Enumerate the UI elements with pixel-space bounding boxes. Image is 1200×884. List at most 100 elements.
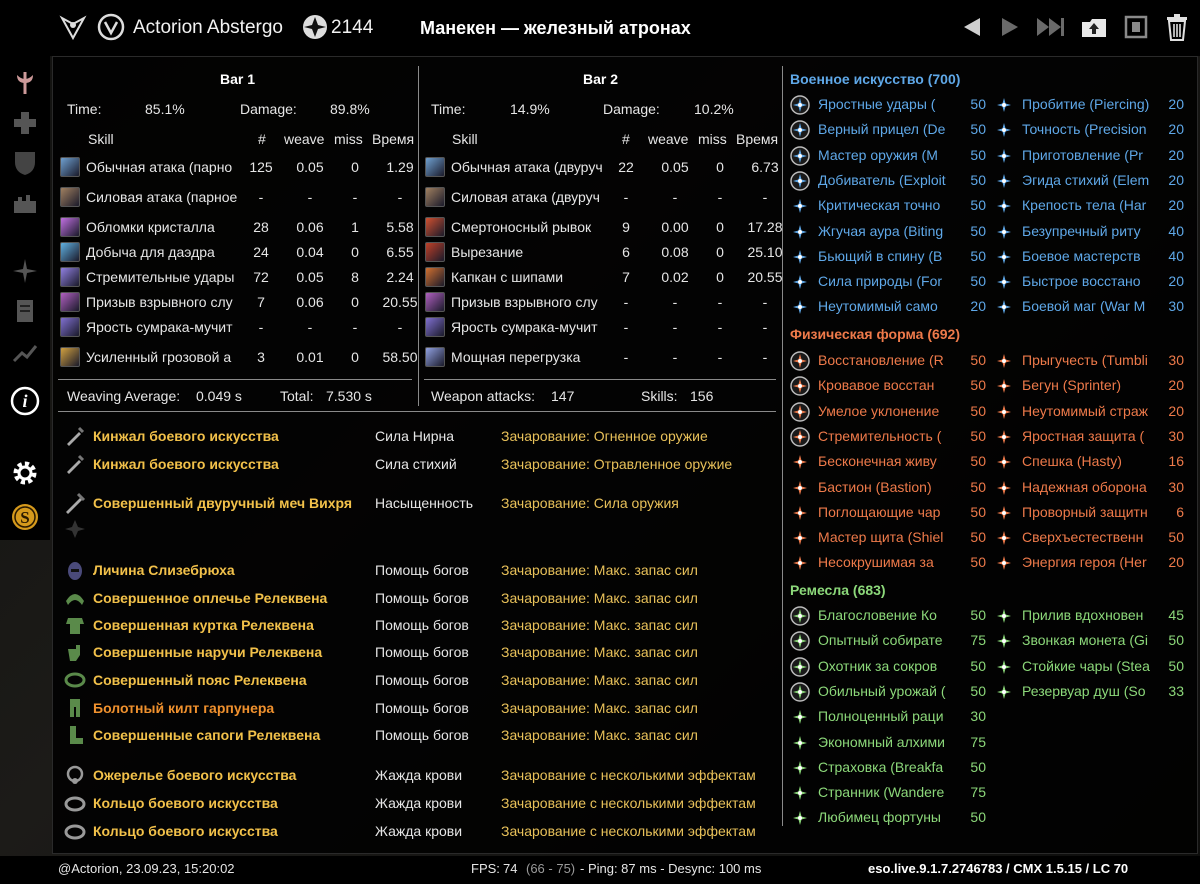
cp-star-item[interactable]: Восстановление (R 50 [790, 350, 986, 374]
cp-star-item[interactable]: Добиватель (Exploit 50 [790, 170, 986, 194]
cp-star-item[interactable]: Благословение Ко 50 [790, 605, 986, 629]
cp-star-item[interactable]: Обильный урожай (50 [790, 681, 986, 705]
cp-star-item[interactable]: Бегун (Sprinter) 20 [994, 375, 1190, 399]
cp-star-item[interactable]: Прилив вдохновен 45 [994, 605, 1190, 629]
footer-fps-range: (66 - 75) [526, 861, 576, 876]
cp-star-item[interactable]: Боевой маг (War M 30 [994, 296, 1190, 320]
passive-star-icon [997, 123, 1011, 137]
cp-star-item[interactable]: Мастер оружия (M 50 [790, 145, 986, 169]
cp-star-item[interactable]: Спешка (Hasty) 16 [994, 451, 1190, 475]
gear-top-line [58, 411, 776, 412]
gear-item-name: Ожерелье боевого искусства [93, 767, 297, 783]
cp-star-item[interactable]: Полноценный раци 30 [790, 706, 986, 730]
passive-star-icon [997, 556, 1011, 570]
cp-star-item[interactable]: Умелое уклонение 50 [790, 401, 986, 425]
skill-miss: - [352, 319, 358, 335]
cp-star-item[interactable]: Надежная оборона 30 [994, 477, 1190, 501]
sidebar-log-button[interactable] [10, 296, 40, 326]
upload-icon [1082, 19, 1106, 37]
skill-miss: - [717, 319, 723, 335]
cp-star-item[interactable]: Бесконечная живу 50 [790, 451, 986, 475]
cp-star-item[interactable]: Боевое мастерств 40 [994, 246, 1190, 270]
cp-star-item[interactable]: Приготовление (Pr 20 [994, 145, 1190, 169]
cp-star-item[interactable]: Странник (Wandere 75 [790, 782, 986, 806]
cp-star-name: Надежная оборона [1022, 479, 1147, 495]
cp-star-item[interactable]: Бастион (Bastion) 50 [790, 477, 986, 501]
gear-enchantment: Зачарование: Макс. запас сил [501, 700, 698, 716]
cp-star-item[interactable]: Мастер щита (Shiel 50 [790, 527, 986, 551]
sidebar-support-button[interactable]: S [10, 502, 40, 532]
cp-star-name: Пробитие (Piercing) [1022, 96, 1150, 112]
bar1-col-time: Время [372, 131, 415, 147]
cp-star-item[interactable]: Быстрое восстано 20 [994, 271, 1190, 295]
gear-trait: Жажда крови [375, 795, 463, 811]
cp-star-value: 20 [1168, 197, 1184, 213]
cp-star-item[interactable]: Крепость тела (Har 20 [994, 195, 1190, 219]
cp-star-item[interactable]: Верный прицел (De 50 [790, 119, 986, 143]
cp-star-item[interactable]: Безупречный риту 40 [994, 221, 1190, 245]
cp-star-item[interactable]: Сила природы (For 50 [790, 271, 986, 295]
sidebar-buffs-button[interactable] [10, 188, 40, 218]
cp-star-item[interactable]: Точность (Precision 20 [994, 119, 1190, 143]
cp-star-item[interactable]: Критическая точно 50 [790, 195, 986, 219]
cp-star-item[interactable]: Эгида стихий (Elem 20 [994, 170, 1190, 194]
cp-star-item[interactable]: Жгучая аура (Biting 50 [790, 221, 986, 245]
cp-star-item[interactable]: Сверхъестественн 50 [994, 527, 1190, 551]
gear-enchantment: Зачарование с несколькими эффектам [501, 795, 756, 811]
cp-star-value: 50 [970, 96, 986, 112]
cp-star-item[interactable]: Резервуар душ (So 33 [994, 681, 1190, 705]
gear-enchantment: Зачарование: Отравленное оружие [501, 456, 733, 472]
delete-button[interactable] [1160, 10, 1194, 44]
bar1-col-count: # [258, 131, 266, 147]
passive-star-icon [793, 531, 807, 545]
skill-count: 3 [257, 349, 265, 365]
sidebar-damage-button[interactable] [10, 68, 40, 98]
passive-star-icon [793, 250, 807, 264]
cp-star-item[interactable]: Стойкие чары (Stea 50 [994, 656, 1190, 680]
gear-trait: Помощь богов [375, 590, 469, 606]
skill-icon [425, 217, 445, 237]
skill-weave: - [672, 189, 678, 205]
sidebar-graph-button[interactable] [10, 338, 40, 368]
sidebar-settings-button[interactable] [10, 458, 40, 488]
cp-star-item[interactable]: Прыгучесть (Tumbli 30 [994, 350, 1190, 374]
gear-item-name: Совершенная куртка Релеквена [93, 617, 314, 633]
cp-star-item[interactable]: Энергия героя (Her 20 [994, 552, 1190, 576]
cp-star-name: Яростная защита ( [1022, 428, 1145, 444]
sidebar-info-button[interactable]: i [10, 386, 40, 416]
cp-star-item[interactable]: Несокрушимая за 50 [790, 552, 986, 576]
cp-star-item[interactable]: Бьющий в спину (B 50 [790, 246, 986, 270]
cp-star-item[interactable]: Неутомимый само 20 [790, 296, 986, 320]
upload-button[interactable] [1077, 10, 1111, 44]
save-button[interactable] [1119, 10, 1153, 44]
gear-item-name: Болотный килт гарпунера [93, 700, 275, 716]
cp-star-name: Любимец фортуны [818, 809, 941, 825]
sidebar-damage-taken-button[interactable] [10, 148, 40, 178]
cp-star-item[interactable]: Яростная защита (30 [994, 426, 1190, 450]
cp-star-item[interactable]: Кровавое восстан 50 [790, 375, 986, 399]
cp-star-item[interactable]: Экономный алхими 75 [790, 732, 986, 756]
cp-star-item[interactable]: Охотник за сокров 50 [790, 656, 986, 680]
gear-trait: Помощь богов [375, 700, 469, 716]
cp-star-item[interactable]: Яростные удары (50 [790, 94, 986, 118]
cp-star-item[interactable]: Стремительность (50 [790, 426, 986, 450]
next-fight-button[interactable] [993, 10, 1027, 44]
skill-miss: 0 [351, 294, 359, 310]
cp-star-value: 50 [970, 377, 986, 393]
previous-fight-button[interactable] [955, 10, 989, 44]
sidebar-healing-button[interactable] [10, 108, 40, 138]
skill-time: 6.55 [386, 244, 414, 260]
cp-star-item[interactable]: Неутомимый страж 20 [994, 401, 1190, 425]
cp-star-name: Неутомимый страж [1022, 403, 1148, 419]
cp-star-item[interactable]: Звонкая монета (Gi 50 [994, 630, 1190, 654]
last-fight-button[interactable] [1033, 10, 1067, 44]
cp-star-item[interactable]: Любимец фортуны 50 [790, 807, 986, 831]
cp-star-item[interactable]: Проворный защитн 6 [994, 502, 1190, 526]
bar1-weaving-value: 0.049 s [196, 388, 242, 404]
cp-star-item[interactable]: Пробитие (Piercing) 20 [994, 94, 1190, 118]
passive-star-icon [997, 149, 1011, 163]
cp-star-item[interactable]: Страховка (Breakfa 50 [790, 757, 986, 781]
sidebar-resources-button[interactable] [10, 256, 40, 286]
cp-star-item[interactable]: Поглощающие чар 50 [790, 502, 986, 526]
cp-star-item[interactable]: Опытный собирате 75 [790, 630, 986, 654]
